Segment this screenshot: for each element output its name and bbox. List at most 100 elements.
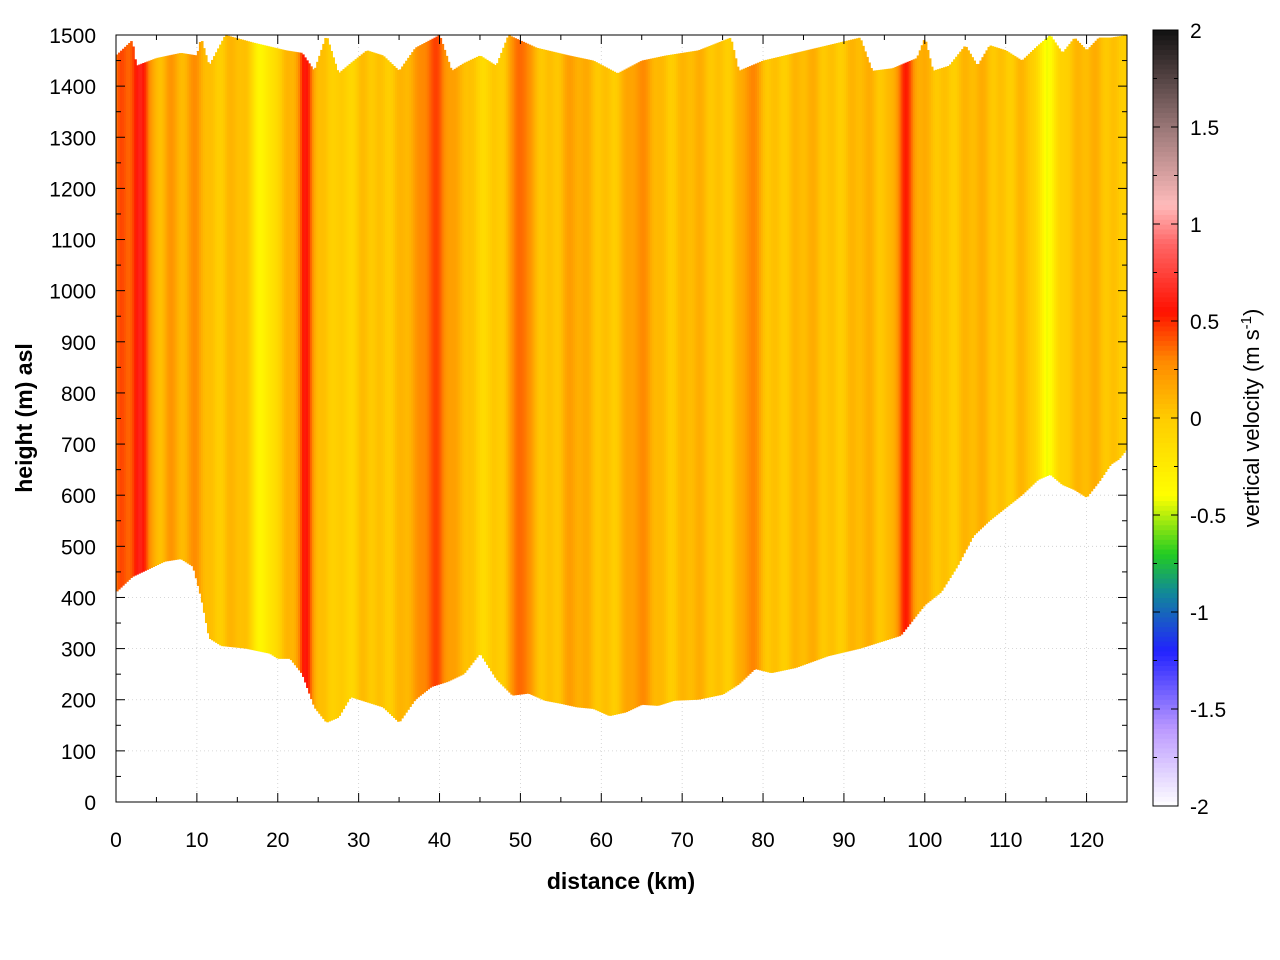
velocity-column [680,53,683,701]
velocity-column [247,41,251,650]
velocity-column [194,55,198,579]
x-tick-label: 30 [347,829,370,852]
colorbar-segment [1153,44,1178,50]
velocity-column [304,57,307,683]
velocity-column [411,52,414,705]
velocity-column [520,40,524,695]
velocity-column [611,70,615,716]
velocity-column [1084,49,1088,498]
x-tick-label: 50 [509,829,532,852]
velocity-column [799,51,803,667]
velocity-column [809,49,813,663]
colorbar-segment [1153,243,1178,249]
velocity-column [152,59,156,567]
velocity-column [801,51,805,666]
velocity-column [465,61,469,671]
velocity-column [1124,35,1127,451]
velocity-column [1054,42,1057,480]
velocity-column [928,58,932,602]
velocity-column [720,41,724,695]
velocity-column [783,55,786,671]
velocity-column [862,45,865,648]
velocity-column [178,53,182,560]
y-tick-label: 1100 [51,230,96,253]
velocity-column [219,44,222,646]
velocity-column [583,58,586,709]
axis-ticks: 0 10 20 30 40 50 60 70 80 90 100 110 120010020030040… [49,25,1127,852]
x-tick-label: 80 [751,829,774,852]
colorbar-segment [1153,175,1178,181]
colorbar-segment [1153,73,1178,80]
velocity-column [538,48,542,699]
colorbar-segment [1153,364,1178,371]
velocity-column [587,59,590,709]
velocity-column [955,56,958,569]
colorbar: 2 1.5 1 0.5 0 -0.5 -1 -1.5 -2 [1152,20,1226,819]
velocity-column [271,47,275,656]
velocity-column [932,70,936,598]
velocity-column [829,44,833,656]
colorbar-segment [1153,59,1178,65]
colorbar-segment [1153,471,1178,477]
colorbar-segment [1153,578,1178,584]
colorbar-segment [1153,418,1178,424]
velocity-column [461,63,465,675]
velocity-column [334,63,337,719]
velocity-column [884,69,887,641]
colorbar-segment [1153,641,1178,647]
velocity-column [366,50,370,703]
velocity-column [154,58,158,566]
colorbar-segment [1153,141,1178,147]
x-tick-label: 20 [266,829,289,852]
velocity-column [902,63,906,632]
velocity-column [447,61,451,682]
velocity-column [498,58,501,683]
colorbar-segment [1153,321,1178,327]
velocity-column [1078,42,1082,494]
velocity-column [570,56,574,707]
colorbar-segment [1153,689,1178,696]
velocity-column [981,57,985,528]
velocity-column [1064,49,1067,487]
velocity-column [568,55,572,706]
colorbar-segment [1153,296,1178,303]
colorbar-title-superscript: -1 [1238,316,1255,329]
colorbar-tick-label: -1.5 [1190,699,1226,722]
velocity-column [730,41,734,689]
colorbar-segment [1153,791,1178,797]
velocity-column [702,48,706,699]
y-tick-label: 900 [61,332,96,355]
velocity-column [876,70,879,644]
velocity-column [255,43,259,651]
x-tick-label: 110 [989,829,1022,852]
velocity-column [475,56,479,658]
velocity-column [251,42,255,651]
velocity-column [752,64,756,671]
velocity-column [704,47,708,699]
velocity-column [566,55,570,706]
velocity-column [821,46,825,659]
velocity-column [132,46,135,577]
colorbar-segment [1153,316,1178,322]
velocity-column [443,49,447,683]
colorbar-segment [1153,112,1178,118]
velocity-column [1074,38,1078,491]
velocity-column [481,57,485,659]
velocity-column [831,44,835,656]
velocity-column [364,51,368,702]
velocity-column [425,41,428,691]
velocity-column [409,54,412,707]
colorbar-segment [1153,718,1178,725]
colorbar-segment [1153,762,1178,768]
velocity-column [985,50,989,524]
velocity-column [621,70,625,714]
velocity-column [556,52,560,704]
velocity-column [388,62,392,715]
velocity-column [401,66,404,719]
velocity-column [975,63,978,534]
colorbar-segment [1153,451,1178,458]
velocity-column [435,36,439,686]
colorbar-segment [1153,461,1178,468]
colorbar-segment [1153,238,1178,244]
x-tick-label: 10 [185,829,208,852]
